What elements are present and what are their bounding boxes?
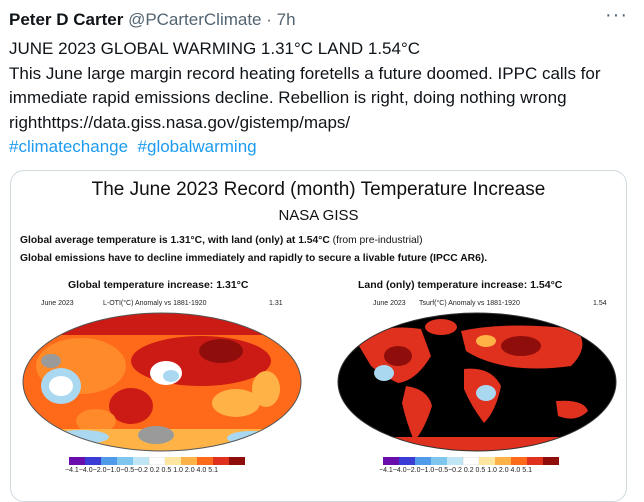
global-anomaly-map [22,312,302,452]
hashtags: #climatechange #globalwarming [9,135,635,160]
author-name[interactable]: Peter D Carter [9,10,124,29]
media-line-2: Global emissions have to decline immedia… [20,253,488,264]
land-anomaly-map [337,312,617,452]
hashtag-climatechange[interactable]: #climatechange [9,137,129,156]
left-panel-heading: Global temperature increase: 1.31°C [68,279,249,291]
right-colorbar-labels: −4.1−4.0−2.0−1.0−0.5−0.2 0.2 0.5 1.0 2.0… [379,467,532,474]
tweet-text: JUNE 2023 GLOBAL WARMING 1.31°C LAND 1.5… [9,37,635,160]
media-line-1: Global average temperature is 1.31°C, wi… [20,235,423,246]
tweet-header: Peter D Carter @PCarterClimate · 7h [9,10,296,30]
right-panel-heading: Land (only) temperature increase: 1.54°C [358,279,563,291]
tweet-media-image[interactable]: The June 2023 Record (month) Temperature… [10,170,627,502]
separator-dot: · [266,10,272,29]
tweet-line-2: This June large margin record heating fo… [9,63,606,132]
left-panel-value: 1.31 [269,300,283,307]
tweet-timestamp[interactable]: 7h [276,10,296,29]
author-handle[interactable]: @PCarterClimate [128,10,262,29]
right-panel-value: 1.54 [593,300,607,307]
more-options-icon[interactable]: ··· [605,4,628,26]
media-subtitle: NASA GISS [278,207,359,224]
right-panel-date: June 2023 [373,300,406,307]
right-colorbar [383,457,559,465]
left-colorbar-labels: −4.1−4.0−2.0−1.0−0.5−0.2 0.2 0.5 1.0 2.0… [65,467,218,474]
media-line-1-tail: (from pre-industrial) [329,235,423,246]
tweet-line-1: JUNE 2023 GLOBAL WARMING 1.31°C LAND 1.5… [9,39,421,58]
right-panel-desc: Tsurf(°C) Anomaly vs 1881-1920 [419,300,520,307]
left-panel-desc: L-OTI(°C) Anomaly vs 1881-1920 [103,300,207,307]
left-panel-date: June 2023 [41,300,74,307]
media-line-1-bold: Global average temperature is 1.31°C, wi… [20,235,330,246]
left-colorbar [69,457,245,465]
media-title: The June 2023 Record (month) Temperature… [91,179,546,200]
hashtag-globalwarming[interactable]: #globalwarming [137,137,257,156]
